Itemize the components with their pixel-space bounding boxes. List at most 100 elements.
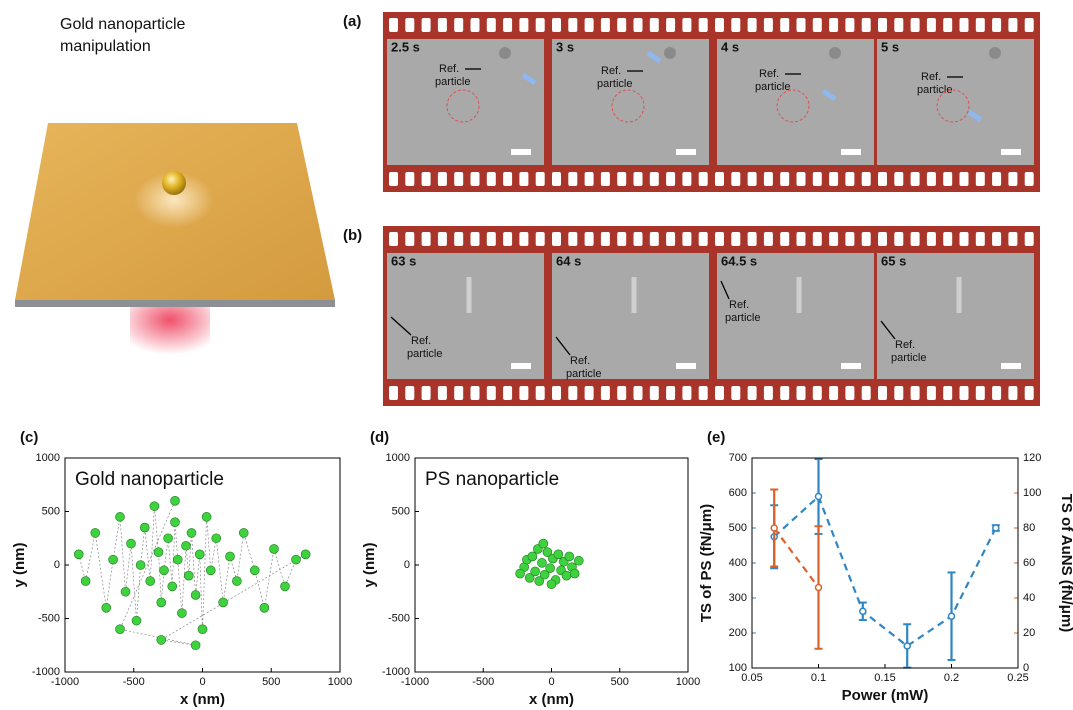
sprocket: [862, 232, 871, 246]
point: [270, 544, 279, 553]
sprocket: [405, 232, 414, 246]
y2-tick-label: 0: [1023, 662, 1029, 674]
sprocket: [699, 232, 708, 246]
sprocket: [634, 232, 643, 246]
chart: (e)0.050.10.150.20.251002003004005006007…: [698, 429, 1073, 704]
sprocket: [438, 232, 447, 246]
sprocket: [992, 18, 1001, 32]
sprocket: [666, 172, 675, 186]
particle: [499, 47, 511, 59]
sprocket: [519, 172, 528, 186]
sprocket: [1008, 386, 1017, 400]
y-tick-label: -1000: [382, 666, 410, 678]
intro-illustration: Gold nanoparticlemanipulation: [15, 16, 335, 355]
sprocket: [617, 386, 626, 400]
point: [219, 598, 228, 607]
sprocket: [454, 172, 463, 186]
y2-tick-label: 120: [1023, 452, 1041, 464]
sprocket: [976, 18, 985, 32]
y-tick-label: 200: [729, 627, 747, 639]
sprocket: [976, 386, 985, 400]
annotation-line: Ref.: [729, 299, 749, 311]
sprocket: [748, 386, 757, 400]
sprocket: [585, 172, 594, 186]
sprocket: [845, 232, 854, 246]
x-tick-label: 0.1: [811, 672, 826, 684]
point: [771, 525, 777, 531]
frame: [877, 39, 1034, 165]
y2-tick-label: 60: [1023, 557, 1035, 569]
sprocket: [764, 18, 773, 32]
sprocket: [878, 232, 887, 246]
y2-tick-label: 40: [1023, 592, 1035, 604]
particle: [664, 47, 676, 59]
point: [565, 552, 574, 561]
sprocket: [992, 232, 1001, 246]
sprocket: [1025, 386, 1034, 400]
annotation-line: Ref.: [921, 71, 941, 83]
sprocket: [519, 18, 528, 32]
frame: [387, 39, 544, 165]
x-tick-label: 0.2: [944, 672, 959, 684]
sprocket: [617, 18, 626, 32]
sprocket: [454, 18, 463, 32]
point: [239, 528, 248, 537]
point: [116, 512, 125, 521]
sprocket: [715, 18, 724, 32]
sprocket: [960, 172, 969, 186]
x-tick-label: -500: [123, 676, 145, 688]
sprocket: [715, 172, 724, 186]
point: [554, 550, 563, 559]
sprocket: [666, 386, 675, 400]
sprocket: [471, 18, 480, 32]
panel-label: (c): [20, 429, 38, 446]
sprocket: [813, 172, 822, 186]
point: [816, 494, 822, 500]
point: [160, 566, 169, 575]
sprocket: [878, 18, 887, 32]
sprocket: [552, 18, 561, 32]
sprocket: [650, 232, 659, 246]
sprocket: [552, 386, 561, 400]
point: [198, 625, 207, 634]
point: [109, 555, 118, 564]
point: [816, 585, 822, 591]
sprocket: [503, 18, 512, 32]
sprocket: [666, 18, 675, 32]
sprocket: [829, 386, 838, 400]
sprocket: [585, 18, 594, 32]
sprocket: [943, 386, 952, 400]
sprocket: [731, 18, 740, 32]
chart-title: Gold nanoparticle: [75, 469, 224, 490]
sprocket: [552, 172, 561, 186]
panel-label: (b): [343, 227, 362, 244]
point: [301, 550, 310, 559]
sprocket: [927, 172, 936, 186]
sprocket: [943, 18, 952, 32]
x-axis-label: x (nm): [529, 691, 574, 708]
point: [157, 598, 166, 607]
x-tick-label: 500: [262, 676, 280, 688]
sprocket: [731, 386, 740, 400]
sprocket: [422, 386, 431, 400]
annotation-line: Ref.: [759, 68, 779, 80]
chart-title: PS nanoparticle: [425, 469, 559, 490]
annotation-line: particle: [725, 312, 760, 324]
sprocket: [911, 232, 920, 246]
annotation-line: particle: [566, 368, 601, 380]
x-tick-label: 1000: [328, 676, 352, 688]
point: [202, 512, 211, 521]
annotation-line: Ref.: [895, 339, 915, 351]
sprocket: [422, 18, 431, 32]
point: [140, 523, 149, 532]
sprocket: [699, 18, 708, 32]
x-tick-label: 500: [611, 676, 629, 688]
y-axis-label: TS of PS (fN/μm): [698, 504, 715, 622]
y2-tick-label: 20: [1023, 627, 1035, 639]
sprocket: [601, 18, 610, 32]
sprocket: [797, 232, 806, 246]
sprocket: [454, 386, 463, 400]
sprocket: [617, 172, 626, 186]
sprocket: [943, 232, 952, 246]
